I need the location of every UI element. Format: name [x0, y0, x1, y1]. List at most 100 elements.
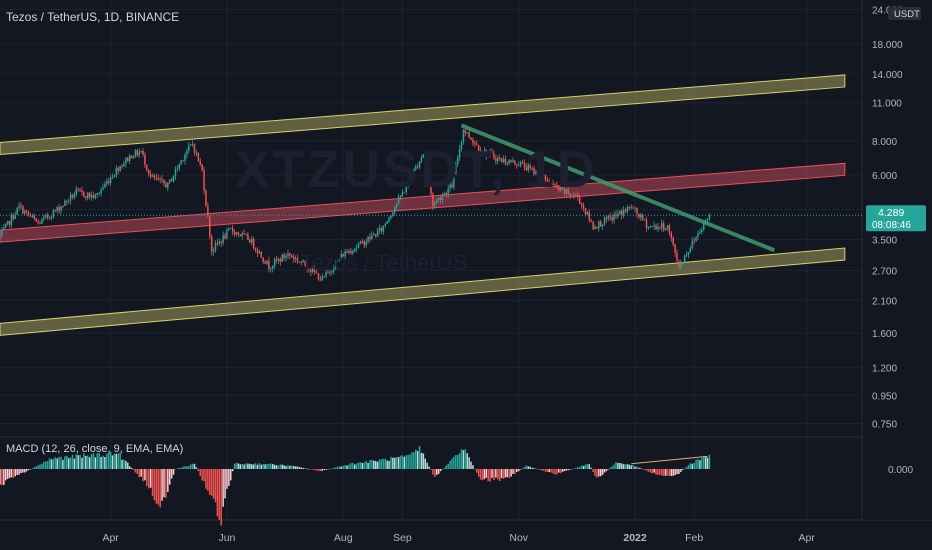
- candle-body: [193, 144, 196, 153]
- macd-bar: [369, 460, 371, 469]
- macd-bar: [382, 458, 385, 469]
- candle: [563, 187, 566, 197]
- candle: [31, 213, 34, 218]
- candle-body: [626, 207, 629, 212]
- macd-bar: [128, 466, 131, 469]
- candle: [588, 209, 591, 224]
- candle: [331, 269, 333, 276]
- candle-body: [249, 239, 251, 243]
- macd-bar: [117, 453, 119, 469]
- candle-body: [546, 179, 549, 183]
- macd-bar: [418, 445, 421, 469]
- macd-bar: [378, 459, 381, 469]
- macd-bar: [706, 457, 709, 469]
- macd-bar: [279, 464, 282, 469]
- candle: [496, 155, 499, 165]
- candle-body: [218, 241, 221, 244]
- currency-badge: [888, 7, 921, 20]
- macd-bar: [176, 468, 179, 469]
- candle: [218, 238, 221, 246]
- macd-bar: [514, 469, 516, 475]
- candle-body: [48, 217, 51, 218]
- candle: [71, 193, 74, 200]
- macd-bar: [193, 463, 196, 469]
- candle: [657, 222, 659, 232]
- candle: [567, 187, 570, 196]
- macd-bar: [336, 466, 339, 469]
- macd-bar: [268, 463, 270, 469]
- candle: [193, 143, 196, 156]
- candle-body: [346, 251, 348, 254]
- candle: [430, 182, 432, 197]
- macd-bar: [6, 469, 9, 479]
- macd-bar: [367, 462, 369, 469]
- candle: [85, 195, 87, 201]
- candle-body: [674, 244, 676, 253]
- macd-bar: [338, 466, 341, 469]
- candle-body: [577, 194, 579, 198]
- candle: [571, 192, 573, 197]
- candle: [529, 163, 531, 171]
- candle-body: [54, 210, 57, 212]
- candle: [123, 160, 125, 167]
- candle-body: [552, 183, 554, 185]
- candle-body: [563, 188, 566, 194]
- macd-bar: [472, 465, 474, 469]
- candle-body: [689, 247, 692, 252]
- candle-body: [146, 164, 148, 171]
- candle: [212, 247, 215, 256]
- candle-body: [403, 191, 406, 193]
- candle: [37, 219, 39, 225]
- candle: [50, 215, 53, 221]
- candle: [380, 226, 383, 235]
- candle-body: [376, 230, 379, 237]
- macd-bar: [241, 463, 243, 469]
- macd-bar: [605, 469, 608, 472]
- candle: [65, 200, 68, 206]
- macd-bar: [151, 469, 154, 497]
- macd-bar: [653, 469, 655, 473]
- macd-bar: [607, 469, 610, 470]
- candle-body: [500, 157, 503, 163]
- macd-bar: [22, 469, 24, 473]
- macd-bar: [523, 467, 526, 469]
- candle-body: [69, 194, 72, 201]
- candle-body: [281, 254, 283, 262]
- candle-body: [525, 167, 528, 171]
- macd-bar: [60, 456, 62, 469]
- candle: [210, 234, 213, 256]
- candle: [106, 178, 108, 187]
- lower-channel-band: [0, 247, 846, 336]
- macd-bar: [407, 454, 409, 469]
- candle-body: [384, 223, 386, 226]
- candle: [245, 233, 247, 237]
- candle: [312, 265, 314, 274]
- macd-bar: [529, 466, 531, 469]
- candle-body: [388, 217, 390, 222]
- macd-bar: [184, 466, 186, 469]
- candle-body: [678, 261, 680, 269]
- candle: [220, 240, 222, 248]
- macd-bar: [266, 464, 268, 469]
- macd-bar: [94, 457, 97, 469]
- macd-bar: [458, 453, 461, 469]
- macd-bar: [111, 455, 114, 469]
- candle: [45, 213, 47, 219]
- macd-bar: [388, 460, 390, 469]
- candle: [599, 219, 602, 227]
- candle-body: [18, 205, 20, 208]
- candle-body: [435, 199, 438, 203]
- candle: [104, 181, 106, 189]
- price-tick-label: 3.500: [872, 236, 897, 247]
- candle-body: [71, 194, 74, 198]
- macd-bar: [300, 467, 303, 469]
- candle: [512, 157, 514, 163]
- macd-bar: [323, 469, 325, 470]
- macd-bar: [273, 464, 276, 469]
- candle: [237, 231, 240, 238]
- macd-bar: [18, 469, 20, 475]
- candle: [249, 238, 251, 244]
- candle: [102, 183, 104, 191]
- candle: [279, 257, 282, 266]
